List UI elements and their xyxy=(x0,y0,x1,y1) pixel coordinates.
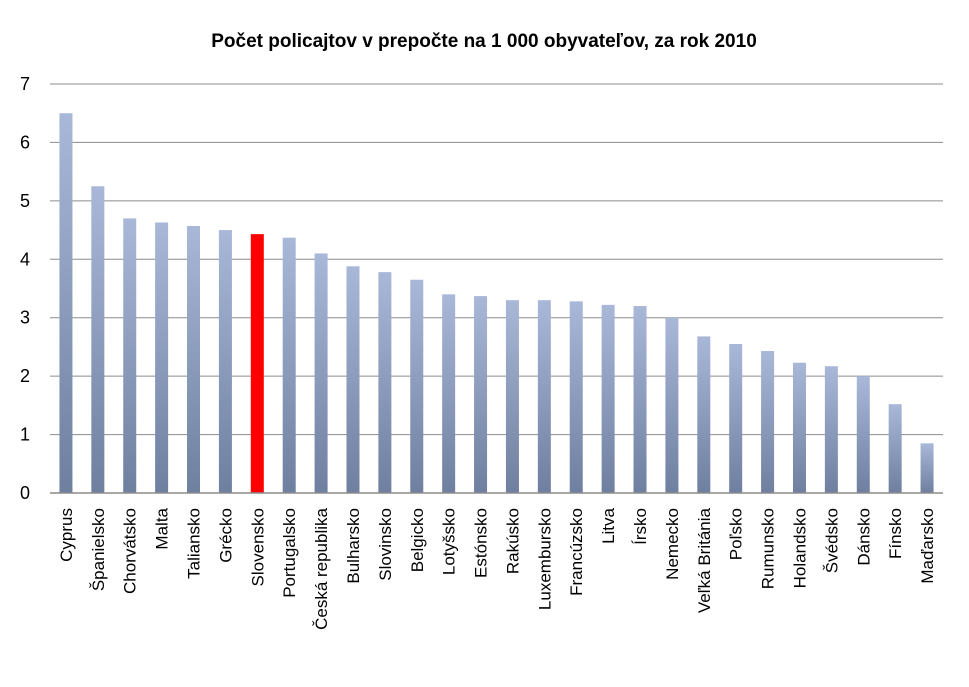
bar-16 xyxy=(569,301,583,493)
x-tick-label: Cyprus xyxy=(57,508,76,562)
bar-23 xyxy=(792,362,806,493)
x-tick-label: Portugalsko xyxy=(280,508,299,598)
x-tick-label: Luxembursko xyxy=(535,508,554,610)
x-tick-label: Francúzsko xyxy=(567,508,586,596)
x-tick-label: Belgicko xyxy=(408,508,427,572)
y-axis-ticks: 0 1 2 3 4 5 6 7 xyxy=(20,74,30,503)
bar-4 xyxy=(187,225,201,493)
x-tick-label: Grécko xyxy=(216,508,235,563)
x-tick-label: Slovensko xyxy=(248,508,267,586)
x-tick-label: Maďarsko xyxy=(918,508,937,584)
bar-10 xyxy=(378,272,392,493)
x-tick-label: Česká republika xyxy=(312,507,331,629)
x-tick-label: Poľsko xyxy=(727,508,746,560)
bar-17 xyxy=(601,304,615,493)
x-tick-label: Malta xyxy=(153,507,172,549)
x-tick-label: Litva xyxy=(599,507,618,543)
x-tick-label: Estónsko xyxy=(472,508,491,578)
bar-0 xyxy=(59,113,73,493)
y-tick-label: 4 xyxy=(20,249,30,269)
bar-15 xyxy=(537,300,551,493)
bar-20 xyxy=(697,336,711,493)
bar-7 xyxy=(282,237,296,493)
x-tick-label: Taliansko xyxy=(185,508,204,579)
gridlines xyxy=(50,83,943,436)
bars xyxy=(59,113,934,494)
x-tick-label: Írsko xyxy=(631,508,650,545)
bar-11 xyxy=(410,279,424,493)
x-tick-label: Veľká Británia xyxy=(695,507,714,613)
bar-12 xyxy=(442,294,456,493)
bar-2 xyxy=(123,218,137,493)
bar-6 xyxy=(250,234,264,493)
x-tick-label: Fínsko xyxy=(886,508,905,559)
y-tick-label: 3 xyxy=(20,308,30,328)
y-tick-label: 5 xyxy=(20,191,30,211)
chart-title: Počet policajtov v prepočte na 1 000 oby… xyxy=(211,31,757,52)
bar-24 xyxy=(824,366,838,493)
y-tick-label: 0 xyxy=(20,483,30,503)
bar-5 xyxy=(218,230,232,494)
x-tick-label: Bulharsko xyxy=(344,508,363,584)
bar-25 xyxy=(856,376,870,493)
x-tick-label: Rumunsko xyxy=(759,508,778,589)
x-tick-label: Slovinsko xyxy=(376,508,395,581)
x-tick-label: Holandsko xyxy=(790,508,809,588)
bar-22 xyxy=(761,351,775,493)
bar-18 xyxy=(633,306,647,493)
bar-19 xyxy=(665,317,679,493)
x-tick-label: Rakúsko xyxy=(503,508,522,574)
x-tick-label: Španielsko xyxy=(89,508,108,591)
bar-14 xyxy=(505,300,519,493)
x-axis-ticks: Cyprus Španielsko Chorvátsko Malta Taliansko… xyxy=(57,507,937,629)
bar-27 xyxy=(920,443,934,493)
bar-8 xyxy=(314,253,328,493)
bar-13 xyxy=(474,296,488,493)
x-tick-label: Lotyšsko xyxy=(440,508,459,575)
y-tick-label: 2 xyxy=(20,366,30,386)
bar-21 xyxy=(729,344,743,493)
x-tick-label: Švédsko xyxy=(822,508,841,573)
bar-26 xyxy=(888,404,902,493)
x-tick-label: Chorvátsko xyxy=(121,508,140,594)
y-tick-label: 1 xyxy=(20,425,30,445)
bar-9 xyxy=(346,266,360,493)
y-tick-label: 7 xyxy=(20,74,30,94)
x-tick-label: Nemecko xyxy=(663,508,682,580)
bar-1 xyxy=(91,186,105,493)
y-tick-label: 6 xyxy=(20,132,30,152)
x-tick-label: Dánsko xyxy=(854,508,873,566)
bar-3 xyxy=(155,222,169,493)
